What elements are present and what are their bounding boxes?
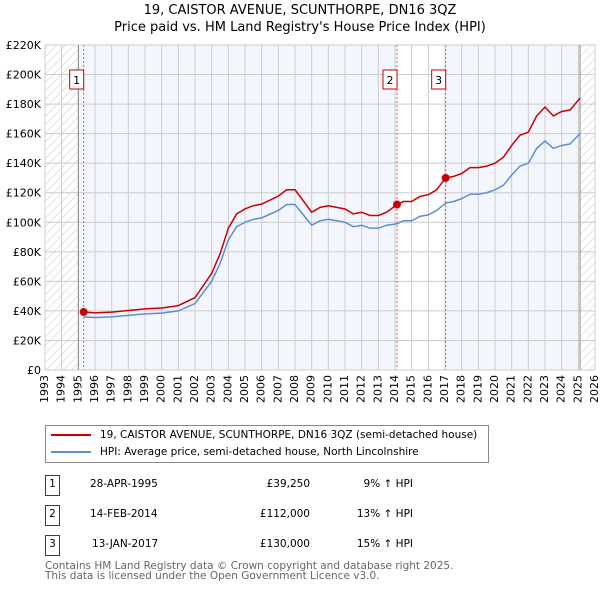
sale-price: £39,250 <box>266 478 310 490</box>
price-chart: 1993 1994 1995 1996 1997 1998 1999 2000 2001 2002… <box>6 39 600 403</box>
x-tick-label: 2015 <box>405 375 418 403</box>
footer: Contains HM Land Registry data © Crown c… <box>45 560 454 582</box>
x-tick-label: 2019 <box>471 375 484 403</box>
x-tick-label: 1994 <box>55 375 68 403</box>
legend: 19, CAISTOR AVENUE, SCUNTHORPE, DN16 3QZ… <box>45 425 489 463</box>
x-tick-label: 2010 <box>321 375 334 403</box>
x-tick-label: 2018 <box>455 375 468 403</box>
y-tick-label: £200K <box>6 69 42 82</box>
x-tick-label: 2026 <box>588 375 600 403</box>
chart-title: 19, CAISTOR AVENUE, SCUNTHORPE, DN16 3QZ <box>143 3 457 18</box>
x-tick-label: 2006 <box>255 375 268 403</box>
sale-row: 1 28-APR-1995 £39,250 9% ↑ HPI <box>45 475 465 496</box>
sale-point <box>441 173 450 182</box>
between-sales-region <box>397 45 446 370</box>
x-tick-label: 2008 <box>288 375 301 403</box>
x-tick-label: 2020 <box>488 375 501 403</box>
sale-label-box <box>382 69 398 90</box>
legend-label-hpi: HPI: Average price, semi-detached house,… <box>100 446 419 458</box>
x-tick-label: 2002 <box>188 375 201 403</box>
x-tick-label: 2012 <box>355 375 368 403</box>
x-tick-label: 1999 <box>138 375 151 403</box>
footer-licence: This data is licensed under the Open Gov… <box>45 570 380 582</box>
property-line <box>83 97 581 314</box>
sale-label-box <box>431 69 447 90</box>
x-tick-label: 1996 <box>88 375 101 403</box>
x-tick-label: 2014 <box>388 375 401 403</box>
sale-marker: 2 <box>45 505 60 526</box>
sale-date: 14-FEB-2014 <box>90 508 158 520</box>
y-tick-label: £40K <box>13 305 42 318</box>
y-tick-label: £60K <box>13 275 42 288</box>
sale-point <box>393 200 401 209</box>
hpi-line <box>83 133 581 319</box>
x-tick-label: 2000 <box>155 375 168 403</box>
y-tick-label: £20K <box>13 334 42 347</box>
sale-hpi-diff: 9% ↑ HPI <box>363 478 413 490</box>
y-tick-label: £0 <box>27 364 41 377</box>
y-tick-label: £80K <box>13 246 42 259</box>
x-tick-label: 2022 <box>521 375 534 403</box>
x-tick-label: 2005 <box>238 375 251 403</box>
sale-marker: 1 <box>45 475 60 496</box>
x-tick-label: 1993 <box>38 375 51 403</box>
legend-label-property: 19, CAISTOR AVENUE, SCUNTHORPE, DN16 3QZ… <box>100 429 478 441</box>
y-tick-label: £180K <box>6 98 42 111</box>
plot-border <box>44 44 596 371</box>
sale-point <box>79 308 88 317</box>
x-tick-label: 2023 <box>538 375 551 403</box>
x-tick-label: 2017 <box>438 375 451 403</box>
sale-hpi-diff: 15% ↑ HPI <box>356 538 413 550</box>
x-tick-label: 2007 <box>271 375 284 403</box>
sale-marker: 3 <box>45 535 60 556</box>
x-tick-label: 2003 <box>205 375 218 403</box>
x-tick-label: 2011 <box>338 375 351 403</box>
sale-label: 3 <box>435 74 442 87</box>
y-tick-label: £160K <box>6 128 42 141</box>
x-tick-label: 1998 <box>121 375 134 403</box>
chart-subtitle: Price paid vs. HM Land Registry's House … <box>114 20 486 35</box>
sale-row: 3 13-JAN-2017 £130,000 15% ↑ HPI <box>45 535 465 556</box>
x-tick-label: 1995 <box>71 375 84 403</box>
sale-label: 1 <box>73 74 80 87</box>
x-tick-label: 2001 <box>171 375 184 403</box>
y-tick-label: £140K <box>6 157 42 170</box>
hatched-region-after <box>580 45 595 370</box>
x-tick-label: 2024 <box>555 375 568 403</box>
y-tick-label: £120K <box>6 187 42 200</box>
sale-date: 28-APR-1995 <box>90 478 158 490</box>
sale-price: £112,000 <box>259 508 310 520</box>
sale-label-box <box>69 69 85 90</box>
sale-hpi-diff: 13% ↑ HPI <box>356 508 413 520</box>
x-tick-label: 2013 <box>371 375 384 403</box>
x-tick-label: 2021 <box>505 375 518 403</box>
sale-price: £130,000 <box>259 538 310 550</box>
legend-swatch-property <box>51 434 91 436</box>
x-tick-label: 2009 <box>305 375 318 403</box>
sale-row: 2 14-FEB-2014 £112,000 13% ↑ HPI <box>45 505 465 526</box>
legend-swatch-hpi <box>51 451 91 453</box>
y-tick-label: £220K <box>6 39 42 52</box>
x-tick-label: 2025 <box>571 375 584 403</box>
x-tick-label: 2004 <box>221 375 234 403</box>
y-tick-label: £100K <box>6 216 42 229</box>
footer-copyright: Contains HM Land Registry data © Crown c… <box>45 560 454 572</box>
x-tick-label: 1997 <box>105 375 118 403</box>
sale-label: 2 <box>387 74 394 87</box>
x-tick-label: 2016 <box>421 375 434 403</box>
sale-date: 13-JAN-2017 <box>92 538 159 550</box>
